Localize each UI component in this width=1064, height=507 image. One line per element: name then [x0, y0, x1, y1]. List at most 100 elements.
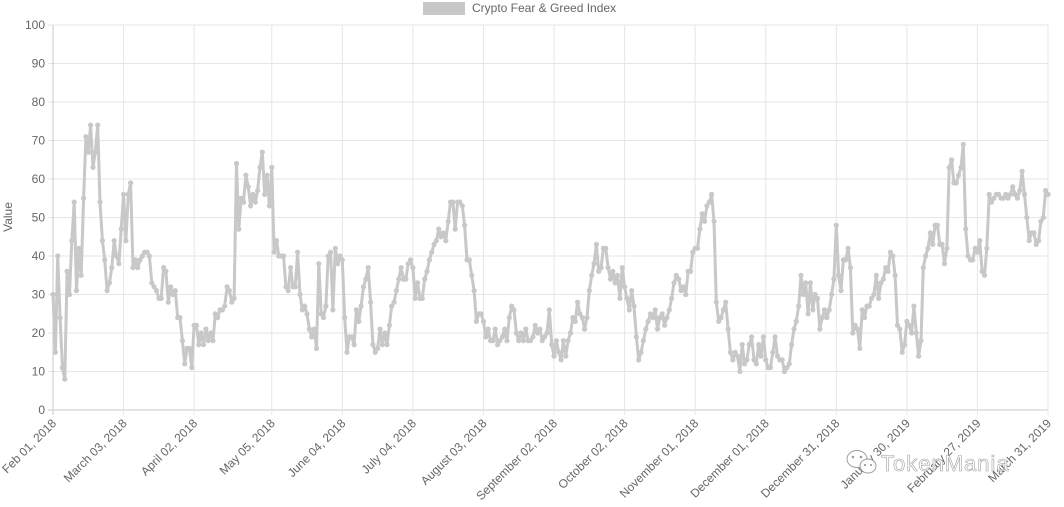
data-point[interactable]: [490, 338, 496, 344]
data-point[interactable]: [845, 245, 851, 251]
data-point[interactable]: [325, 253, 331, 259]
data-point[interactable]: [610, 268, 616, 274]
data-point[interactable]: [798, 272, 804, 278]
data-point[interactable]: [116, 261, 122, 267]
data-point[interactable]: [887, 249, 894, 255]
data-point[interactable]: [553, 338, 560, 344]
data-point[interactable]: [78, 272, 84, 278]
data-point[interactable]: [605, 265, 611, 271]
data-point[interactable]: [833, 222, 839, 228]
data-point[interactable]: [495, 342, 501, 348]
data-point[interactable]: [69, 238, 75, 244]
data-point[interactable]: [95, 122, 101, 128]
data-point[interactable]: [565, 338, 571, 344]
data-point[interactable]: [591, 261, 597, 267]
data-point[interactable]: [99, 238, 105, 244]
data-point[interactable]: [349, 334, 355, 340]
data-point[interactable]: [106, 280, 113, 286]
data-point[interactable]: [66, 291, 73, 298]
data-point[interactable]: [988, 199, 995, 205]
data-point[interactable]: [412, 295, 418, 301]
data-point[interactable]: [916, 353, 922, 359]
data-point[interactable]: [727, 349, 734, 355]
data-point[interactable]: [963, 226, 969, 232]
data-point[interactable]: [633, 334, 640, 340]
data-point[interactable]: [1043, 188, 1049, 194]
data-point[interactable]: [546, 307, 552, 313]
data-point[interactable]: [523, 326, 529, 332]
data-point[interactable]: [363, 276, 369, 282]
data-point[interactable]: [558, 357, 564, 363]
data-point[interactable]: [405, 261, 411, 267]
data-point[interactable]: [415, 280, 421, 286]
data-point[interactable]: [445, 218, 451, 224]
data-point[interactable]: [433, 238, 439, 244]
data-point[interactable]: [586, 288, 592, 294]
data-point[interactable]: [1026, 238, 1032, 244]
data-point[interactable]: [636, 357, 642, 363]
data-point[interactable]: [168, 284, 174, 290]
data-point[interactable]: [779, 357, 785, 363]
data-point[interactable]: [273, 238, 280, 244]
data-point[interactable]: [316, 261, 322, 267]
data-point[interactable]: [871, 291, 877, 298]
data-point[interactable]: [377, 326, 383, 332]
data-point[interactable]: [949, 157, 955, 163]
data-point[interactable]: [313, 345, 320, 351]
data-point[interactable]: [713, 299, 719, 305]
data-point[interactable]: [443, 238, 449, 244]
data-point[interactable]: [518, 330, 524, 336]
data-point[interactable]: [236, 226, 242, 232]
data-point[interactable]: [198, 330, 204, 336]
data-point[interactable]: [410, 265, 416, 271]
data-point[interactable]: [382, 330, 388, 336]
data-point[interactable]: [499, 334, 505, 340]
data-point[interactable]: [203, 326, 209, 332]
data-point[interactable]: [624, 295, 630, 301]
data-point[interactable]: [238, 195, 244, 201]
data-point[interactable]: [146, 253, 152, 259]
data-point[interactable]: [883, 265, 889, 271]
data-point[interactable]: [854, 326, 861, 332]
data-point[interactable]: [438, 234, 444, 240]
data-point[interactable]: [149, 280, 155, 286]
data-point[interactable]: [462, 222, 468, 228]
data-point[interactable]: [288, 265, 294, 271]
data-point[interactable]: [92, 149, 98, 155]
data-point[interactable]: [243, 172, 249, 178]
data-point[interactable]: [694, 245, 701, 251]
data-point[interactable]: [466, 257, 472, 263]
data-point[interactable]: [64, 268, 70, 274]
data-point[interactable]: [824, 315, 830, 321]
data-point[interactable]: [128, 180, 134, 186]
data-point[interactable]: [1036, 238, 1042, 244]
data-point[interactable]: [520, 338, 527, 344]
data-point[interactable]: [62, 376, 68, 382]
data-point[interactable]: [570, 315, 576, 321]
data-point[interactable]: [299, 307, 305, 313]
data-point[interactable]: [113, 253, 120, 259]
data-point[interactable]: [109, 265, 115, 271]
data-point[interactable]: [372, 349, 378, 355]
data-point[interactable]: [170, 291, 176, 298]
data-point[interactable]: [179, 338, 185, 344]
data-point[interactable]: [859, 307, 865, 313]
data-point[interactable]: [603, 245, 609, 251]
data-point[interactable]: [135, 265, 141, 271]
data-point[interactable]: [885, 268, 891, 274]
data-point[interactable]: [504, 338, 510, 344]
data-point[interactable]: [431, 241, 437, 247]
data-point[interactable]: [478, 311, 484, 317]
data-point[interactable]: [210, 338, 216, 344]
data-point[interactable]: [699, 211, 705, 217]
data-point[interactable]: [215, 315, 221, 321]
data-point[interactable]: [720, 307, 727, 313]
data-point[interactable]: [386, 322, 392, 328]
data-point[interactable]: [589, 272, 595, 278]
data-point[interactable]: [318, 311, 324, 317]
data-point[interactable]: [612, 280, 618, 286]
data-point[interactable]: [676, 276, 682, 282]
data-point[interactable]: [233, 161, 240, 167]
data-point[interactable]: [892, 272, 898, 278]
data-point[interactable]: [186, 345, 192, 351]
